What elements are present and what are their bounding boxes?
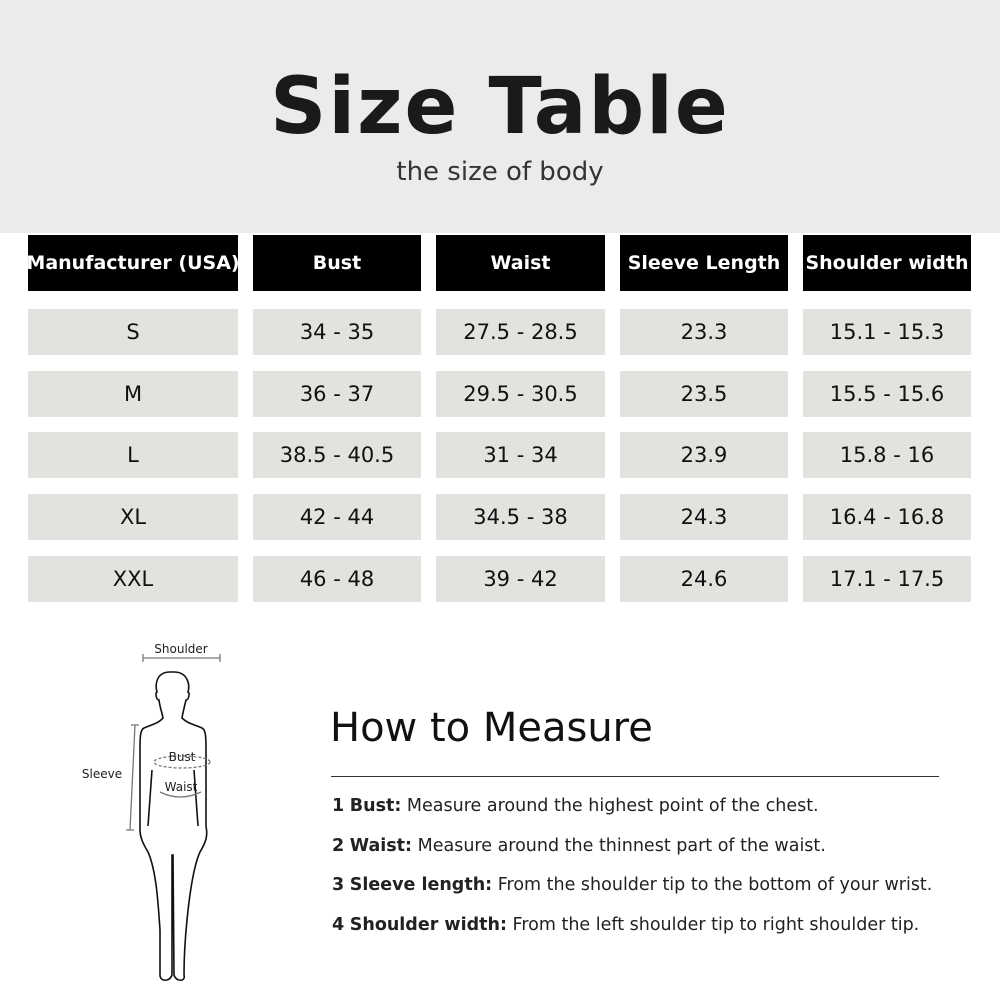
instruction-number: 1 <box>332 796 345 816</box>
instruction-text: Measure around the thinnest part of the … <box>417 835 826 856</box>
instruction-text: Measure around the highest point of the … <box>406 796 819 816</box>
measure-instruction: 1 Bust: Measure around the highest point… <box>332 796 819 816</box>
table-cell: 29.5 - 30.5 <box>436 371 605 417</box>
sleeve-label: Sleeve <box>82 767 122 781</box>
measure-instruction: 4 Shoulder width: From the left shoulder… <box>332 915 919 935</box>
shoulder-label: Shoulder <box>154 642 208 656</box>
instruction-term: Waist: <box>349 835 413 856</box>
page-title: Size Table <box>270 62 730 152</box>
how-to-measure-title: How to Measure <box>330 705 653 751</box>
table-cell: XL <box>28 494 238 540</box>
table-cell: 27.5 - 28.5 <box>436 309 605 355</box>
table-cell: 36 - 37 <box>253 371 421 417</box>
table-cell: S <box>28 309 238 355</box>
table-cell: 15.8 - 16 <box>803 432 971 478</box>
table-cell: 23.3 <box>620 309 788 355</box>
table-cell: 24.3 <box>620 494 788 540</box>
measure-instruction: 3 Sleeve length: From the shoulder tip t… <box>332 875 932 895</box>
table-cell: 34.5 - 38 <box>436 494 605 540</box>
table-cell: 23.5 <box>620 371 788 417</box>
measure-instruction: 2 Waist: Measure around the thinnest par… <box>332 836 826 856</box>
instruction-term: Shoulder width: <box>349 914 507 935</box>
column-header: Manufacturer (USA) <box>26 235 240 291</box>
waist-label: Waist <box>165 780 198 794</box>
header-band <box>0 0 1000 233</box>
table-cell: 34 - 35 <box>253 309 421 355</box>
instruction-number: 3 <box>332 875 345 895</box>
instruction-text: From the shoulder tip to the bottom of y… <box>497 875 933 895</box>
table-cell: 23.9 <box>620 432 788 478</box>
table-cell: XXL <box>28 556 238 602</box>
table-cell: M <box>28 371 238 417</box>
table-cell: L <box>28 432 238 478</box>
table-cell: 38.5 - 40.5 <box>253 432 421 478</box>
table-cell: 24.6 <box>620 556 788 602</box>
column-header: Bust <box>253 235 421 291</box>
instruction-term: Sleeve length: <box>349 875 493 895</box>
instruction-term: Bust: <box>349 796 402 816</box>
table-cell: 42 - 44 <box>253 494 421 540</box>
column-header: Shoulder width <box>803 235 971 291</box>
instruction-number: 4 <box>332 914 345 935</box>
bust-label: Bust <box>169 750 196 764</box>
table-cell: 15.5 - 15.6 <box>803 371 971 417</box>
table-cell: 31 - 34 <box>436 432 605 478</box>
table-cell: 17.1 - 17.5 <box>803 556 971 602</box>
table-cell: 46 - 48 <box>253 556 421 602</box>
page-subtitle: the size of body <box>396 157 604 187</box>
column-header: Waist <box>436 235 605 291</box>
instruction-number: 2 <box>332 835 345 856</box>
column-header: Sleeve Length <box>620 235 788 291</box>
body-figure: Shoulder Sleeve Bust Waist <box>82 642 221 982</box>
divider <box>331 776 939 777</box>
table-cell: 16.4 - 16.8 <box>803 494 971 540</box>
table-cell: 39 - 42 <box>436 556 605 602</box>
table-cell: 15.1 - 15.3 <box>803 309 971 355</box>
instruction-text: From the left shoulder tip to right shou… <box>512 914 920 935</box>
